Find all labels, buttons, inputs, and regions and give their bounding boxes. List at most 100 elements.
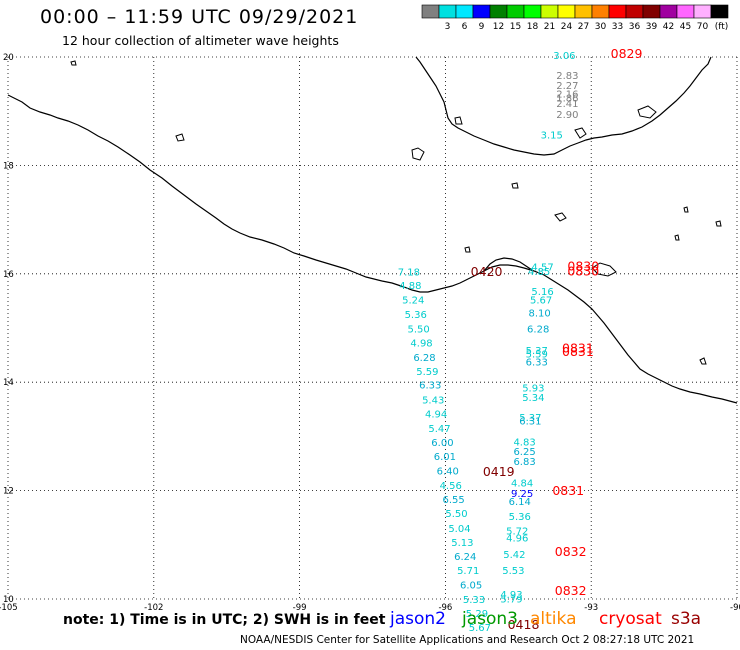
color-scale-bin <box>659 4 678 19</box>
island-4 <box>591 262 617 277</box>
wave-height-value: 1.86 <box>556 93 578 104</box>
wave-height-value: 6.05 <box>460 581 482 592</box>
latitude-tick-label: 12 <box>3 487 14 497</box>
pass-time-label: 0830 <box>567 263 599 278</box>
color-scale-label: 42 <box>663 22 674 32</box>
pass-time-label: 0829 <box>611 46 643 61</box>
pass-time-label: 0831 <box>552 483 584 498</box>
wave-height-value: 4.94 <box>425 409 447 420</box>
latitude-tick-label: 14 <box>3 378 14 388</box>
color-scale-label: 24 <box>561 22 573 32</box>
island-1 <box>411 147 425 161</box>
wave-height-value: 6.33 <box>526 357 548 368</box>
wave-height-value: 4.93 <box>500 590 522 601</box>
color-scale-bin <box>455 4 474 19</box>
credit-line: NOAA/NESDIS Center for Satellite Applica… <box>240 634 695 646</box>
color-scale-label: 18 <box>527 22 539 32</box>
longitude-tick-label: -93 <box>584 603 598 613</box>
wave-height-value: 5.37 <box>526 346 548 357</box>
color-scale-bin <box>489 4 508 19</box>
island-6 <box>574 127 587 139</box>
island-7 <box>511 182 519 189</box>
wave-height-value: 5.50 <box>407 324 429 335</box>
pass-time-label: 0418 <box>508 617 540 632</box>
wave-height-value: 5.16 <box>531 287 553 298</box>
wave-height-value: 5.67 <box>469 623 491 634</box>
wave-height-value: 3.15 <box>541 130 563 141</box>
longitude-tick-label: -105 <box>0 603 18 613</box>
wave-height-value: 6.28 <box>413 353 435 364</box>
coastline <box>7 56 738 404</box>
wave-height-value: 5.43 <box>422 395 444 406</box>
wave-height-value: 2.27 <box>556 81 578 92</box>
color-scale-label: 9 <box>479 22 485 32</box>
pass-time-label: 0420 <box>471 264 503 279</box>
wave-height-value: 5.79 <box>500 594 522 605</box>
color-scale-bin <box>421 4 440 19</box>
island-11 <box>683 206 689 213</box>
color-scale-bin <box>574 4 593 19</box>
longitude-tick-label: -90 <box>730 603 740 613</box>
pass-time-label: 0419 <box>483 464 515 479</box>
wave-height-value: 2.90 <box>556 110 578 121</box>
color-scale-label: 6 <box>462 22 468 32</box>
wave-height-value: 7.18 <box>398 267 420 278</box>
wave-height-value: 6.25 <box>513 447 535 458</box>
satellite-label-cryosat: cryosat <box>599 609 662 629</box>
color-scale-bin <box>472 4 491 19</box>
island-5 <box>637 105 657 119</box>
wave-height-value: 6.00 <box>431 438 453 449</box>
color-scale-bin <box>540 4 559 19</box>
wave-height-value: 6.28 <box>527 324 549 335</box>
pacific-coastline <box>7 94 738 404</box>
islands <box>70 60 722 365</box>
gulf-coastline <box>415 56 712 156</box>
color-scale-label: 27 <box>578 22 589 32</box>
wave-height-value: 2.16 <box>556 90 578 101</box>
wave-height-value: 5.37 <box>519 413 541 424</box>
latitude-tick-label: 16 <box>3 270 14 280</box>
map-subtitle: 12 hour collection of altimeter wave hei… <box>62 33 339 48</box>
latitude-tick-label: 10 <box>3 595 14 605</box>
pass-time-label: 0831 <box>562 340 594 355</box>
color-scale-bin <box>523 4 542 19</box>
pass-time-label: 0831 <box>562 344 594 359</box>
wave-height-value: 5.34 <box>522 393 544 404</box>
satellite-label-jason2: jason2 <box>390 609 446 629</box>
wave-height-value: 5.42 <box>503 550 525 561</box>
longitude-tick-label: -102 <box>144 603 163 613</box>
color-scale-label: 70 <box>697 22 709 32</box>
wave-height-value: 5.47 <box>428 424 450 435</box>
wave-height-value: 4.83 <box>513 438 535 449</box>
longitude-tick-label: -96 <box>438 603 452 613</box>
wave-height-value: 6.01 <box>434 452 456 463</box>
color-scale-label: 21 <box>544 22 555 32</box>
wave-height-value: 3.06 <box>553 51 575 62</box>
island-9 <box>715 220 722 227</box>
wave-height-color-scale: 3 6 9 12 15 18 21 24 27 30 33 36 39 42 45 70 (ft) <box>421 4 729 32</box>
color-scale-bin <box>591 4 610 19</box>
satellite-label-altika: altika <box>530 609 577 629</box>
color-scale-bin <box>710 4 729 19</box>
color-scale-label: 45 <box>680 22 691 32</box>
wave-height-value: 5.72 <box>506 527 528 538</box>
wave-height-value: 6.40 <box>437 466 459 477</box>
color-scale-bin <box>676 4 695 19</box>
color-scale-label: 33 <box>612 22 623 32</box>
longitude-tick-label: -99 <box>293 603 307 613</box>
wave-height-value: 2.83 <box>556 71 578 82</box>
wave-height-value: 5.33 <box>463 595 485 606</box>
island-13 <box>175 133 185 142</box>
wave-height-value: 2.41 <box>556 99 578 110</box>
wave-height-value: 9.25 <box>511 489 533 500</box>
wave-height-value: 4.85 <box>528 267 550 278</box>
latitude-tick-label: 20 <box>3 53 14 63</box>
island-10 <box>674 234 680 241</box>
color-scale-bin <box>557 4 576 19</box>
tehuantepec-shore <box>483 257 533 272</box>
wave-height-value: 5.53 <box>502 566 524 577</box>
pass-time-label: 0832 <box>555 583 587 598</box>
color-scale-bin <box>693 4 712 19</box>
